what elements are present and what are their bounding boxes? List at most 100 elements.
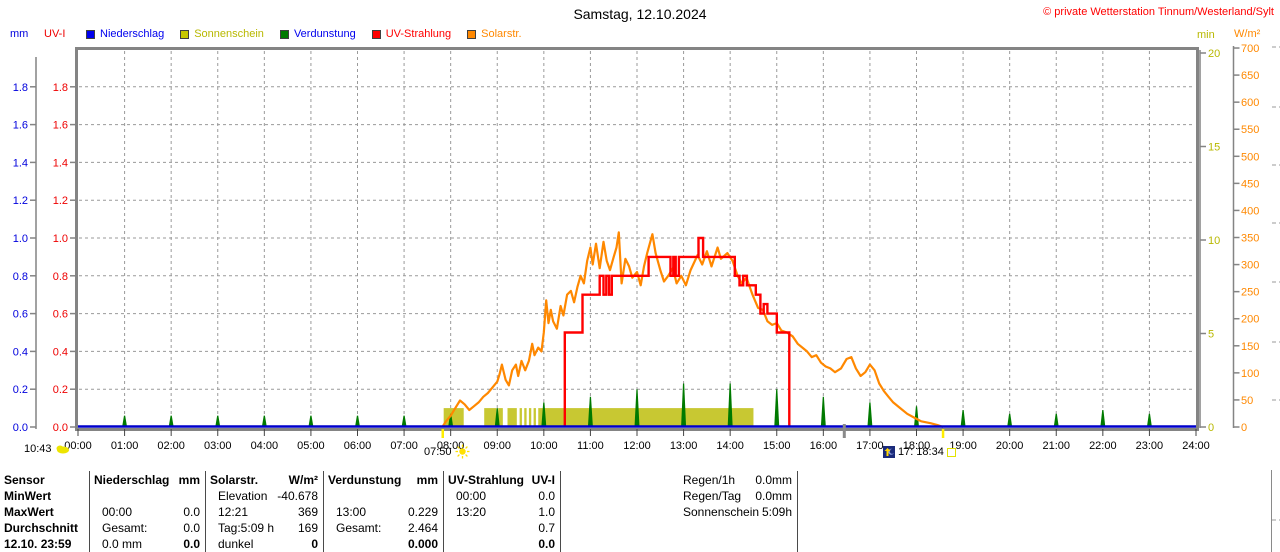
table-row: Regen/Tag 0.0mm [683, 488, 792, 504]
table-row: 00:00 0.0 [94, 504, 200, 520]
cell-value: 0.229 [407, 505, 438, 519]
table-row: 0.7 [448, 520, 555, 536]
cell-value: 0 [311, 537, 318, 551]
svg-text:400: 400 [1241, 205, 1259, 217]
legend-item-3: UV-Strahlung [371, 28, 452, 40]
svg-text:18:00: 18:00 [903, 440, 931, 452]
svg-text:0.6: 0.6 [13, 309, 28, 321]
svg-text:500: 500 [1241, 151, 1259, 163]
cell-label: UV-Strahlung [448, 473, 525, 487]
svg-text:1.0: 1.0 [53, 233, 68, 245]
cell-value: 0.0 [538, 489, 555, 503]
sunset-marker: 17: 18:34 [883, 446, 956, 458]
evaporation-spikes [122, 383, 1152, 427]
svg-text:05:00: 05:00 [297, 440, 325, 452]
table-row: 12:21 369 [210, 504, 318, 520]
svg-text:0.6: 0.6 [53, 309, 68, 321]
table-row: Elevation -40.678 [210, 488, 318, 504]
legend-label: UV-Strahlung [385, 28, 452, 40]
x-axis: 00:00 01:00 02:00 03:00 04:00 05:00 06:00 07:00… [64, 429, 1210, 452]
svg-text:5: 5 [1208, 329, 1214, 341]
cell-value: 369 [297, 505, 318, 519]
svg-text:17:00: 17:00 [856, 440, 884, 452]
svg-text:19:00: 19:00 [949, 440, 977, 452]
table-separator [323, 471, 324, 552]
cell-label: Solarstr. [210, 473, 259, 487]
svg-text:650: 650 [1241, 70, 1259, 82]
axis-label-wm2: W/m² [1234, 28, 1261, 40]
chart-grid [79, 51, 1195, 426]
svg-text:10: 10 [1208, 235, 1220, 247]
moonset-marker: 10:43 [24, 443, 70, 455]
table-row: 13:20 1.0 [448, 504, 555, 520]
table-row: 00:00 0.0 [448, 488, 555, 504]
svg-text:20:00: 20:00 [996, 440, 1024, 452]
svg-text:100: 100 [1241, 368, 1259, 380]
moonrise-icon [883, 446, 895, 458]
svg-text:10:00: 10:00 [530, 440, 558, 452]
cell-label: 00:00 [456, 489, 487, 503]
svg-text:1.4: 1.4 [53, 157, 68, 169]
cell-value: -40.678 [277, 489, 318, 503]
cell-label: Niederschlag [94, 473, 170, 487]
svg-text:1.8: 1.8 [53, 82, 68, 94]
page-title: Samstag, 12.10.2024 [573, 6, 707, 22]
cell-value: UV-I [531, 473, 555, 487]
cell-label: Elevation [218, 489, 268, 503]
svg-text:06:00: 06:00 [344, 440, 372, 452]
cell-value: 0.0 [183, 505, 200, 519]
cell-label: Regen/1h [683, 473, 736, 487]
svg-text:200: 200 [1241, 314, 1259, 326]
table-col-uvstrahlung: UV-Strahlung UV-I 00:00 0.0 13:20 1.0 0.7 0.0 [448, 472, 555, 552]
cell-label: 0.0 mm [102, 537, 143, 551]
legend-label: Verdunstung [293, 28, 356, 40]
svg-text:15: 15 [1208, 142, 1220, 154]
svg-text:23:00: 23:00 [1136, 440, 1164, 452]
svg-text:09:00: 09:00 [483, 440, 511, 452]
table-row: 0.0 [448, 536, 555, 552]
cell-value: W/m² [288, 473, 318, 487]
svg-text:0.0: 0.0 [13, 422, 28, 434]
row-label: 12.10. 23:59 [4, 537, 72, 551]
table-separator [89, 471, 90, 552]
cell-value: 0.0 [183, 537, 200, 551]
solar-line [441, 231, 944, 429]
svg-text:01:00: 01:00 [111, 440, 139, 452]
sun-icon [455, 444, 470, 459]
table-col-niederschlag: Niederschlag mm 00:00 0.0 Gesamt: 0.0 0.0 mm 0.… [94, 472, 200, 552]
svg-text:21:00: 21:00 [1042, 440, 1070, 452]
row-label: Sensor [4, 473, 45, 487]
table-col-verdunstung: Verdunstung mm 13:00 0.229 Gesamt: 2.464 0.000 [328, 472, 438, 552]
sunset-square-icon [946, 447, 956, 457]
svg-text:1.8: 1.8 [13, 82, 28, 94]
svg-text:16:00: 16:00 [810, 440, 838, 452]
cell-label: Sonnenschein [683, 505, 760, 519]
moonset-time: 10:43 [24, 443, 52, 455]
svg-text:08:00: 08:00 [437, 440, 465, 452]
verdunstung-swatch-icon [279, 29, 289, 39]
cell-label: 00:00 [102, 505, 133, 519]
cell-label: 12:21 [218, 505, 249, 519]
cell-value: 0.0 [538, 537, 555, 551]
row-label: MinWert [4, 489, 52, 503]
table-row: 0.000 [328, 536, 438, 552]
min-axis: 0 5 10 15 20 [1199, 48, 1220, 434]
table-summary: Regen/1h 0.0mm Regen/Tag 0.0mm Sonnenschein 5… [683, 472, 792, 520]
table-row: 13:00 0.229 [328, 504, 438, 520]
sunset-time: 18:34 [916, 446, 944, 458]
cell-label: dunkel [218, 537, 254, 551]
svg-text:15:00: 15:00 [763, 440, 791, 452]
svg-text:22:00: 22:00 [1089, 440, 1117, 452]
cell-value: mm [178, 473, 200, 487]
svg-text:150: 150 [1241, 341, 1259, 353]
sunrise-marker: 07:50 [424, 444, 470, 459]
right-edge-marks [1271, 46, 1280, 552]
table-row: Tag:5:09 h 169 [210, 520, 318, 536]
cell-value: 5:09h [761, 505, 792, 519]
legend-label: Niederschlag [100, 28, 165, 40]
svg-text:24:00: 24:00 [1182, 440, 1210, 452]
axis-label-min: min [1197, 29, 1215, 41]
cell-label: Gesamt: [102, 521, 148, 535]
moon-icon [56, 445, 69, 454]
